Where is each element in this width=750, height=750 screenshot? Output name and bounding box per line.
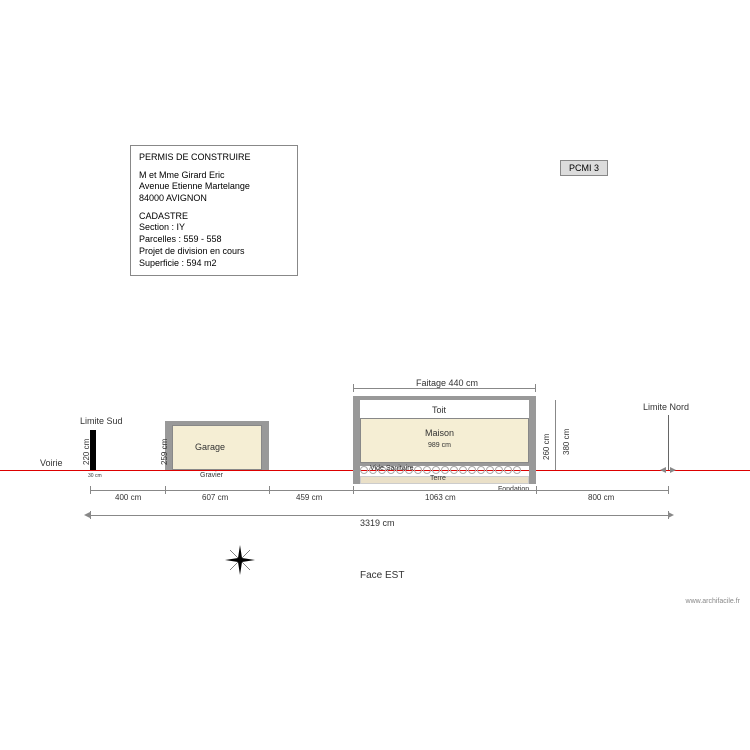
dim-3319cm: 3319 cm: [360, 518, 395, 528]
cadastre-line-4: Superficie : 594 m2: [139, 258, 289, 270]
toit-label: Toit: [432, 405, 446, 415]
title-heading: PERMIS DE CONSTRUIRE: [139, 152, 289, 164]
dim-220cm: 220 cm: [82, 439, 91, 465]
vide-sanitaire-label: Vide Sanitaire: [370, 465, 413, 472]
face-label: Face EST: [360, 570, 404, 581]
dim-459cm: 459 cm: [296, 493, 322, 502]
faitage-label: Faitage 440 cm: [416, 378, 478, 388]
dim-260cm: 260 cm: [542, 434, 551, 460]
cadastre-heading: CADASTRE: [139, 211, 289, 223]
garage-label: Garage: [195, 442, 225, 452]
limite-sud-label: Limite Sud: [80, 416, 123, 426]
cadastre-line-3: Projet de division en cours: [139, 246, 289, 258]
dim-989cm: 989 cm: [428, 442, 451, 449]
dim-380cm: 380 cm: [562, 429, 571, 455]
watermark: www.archifacile.fr: [686, 598, 740, 605]
maison-wall-right: [529, 400, 536, 484]
cadastre-line-2: Parcelles : 559 - 558: [139, 234, 289, 246]
dim-607cm: 607 cm: [202, 493, 228, 502]
segment-dim-line: [90, 490, 668, 491]
doc-code-badge: PCMI 3: [560, 160, 608, 176]
maison-roof: [353, 396, 536, 400]
dim-400cm: 400 cm: [115, 493, 141, 502]
owner-line-1: M et Mme Girard Eric: [139, 170, 289, 182]
dim-1063cm: 1063 cm: [425, 493, 456, 502]
voirie-label: Voirie: [40, 458, 63, 468]
compass-icon: [225, 545, 255, 577]
total-dim-line: [90, 515, 668, 516]
faitage-dim-line: [353, 388, 536, 389]
gravier-label: Gravier: [200, 472, 223, 479]
terre-label: Terre: [430, 475, 446, 482]
limite-nord-label: Limite Nord: [643, 402, 689, 412]
cadastre-line-1: Section : IY: [139, 222, 289, 234]
garage-wall-right: [262, 425, 269, 470]
maison-label: Maison: [425, 428, 454, 438]
dim-380-line: [555, 400, 556, 470]
dim-30cm: 30 cm: [88, 473, 102, 479]
limite-nord-line: [668, 415, 669, 470]
owner-line-3: 84000 AVIGNON: [139, 193, 289, 205]
maison-wall-left: [353, 400, 360, 484]
garage-roof: [165, 421, 269, 425]
maison-room: [360, 418, 529, 463]
title-box: PERMIS DE CONSTRUIRE M et Mme Girard Eri…: [130, 145, 298, 276]
owner-line-2: Avenue Etienne Martelange: [139, 181, 289, 193]
doc-code-text: PCMI 3: [569, 163, 599, 173]
dim-800cm: 800 cm: [588, 493, 614, 502]
dim-259cm: 259 cm: [160, 439, 169, 465]
